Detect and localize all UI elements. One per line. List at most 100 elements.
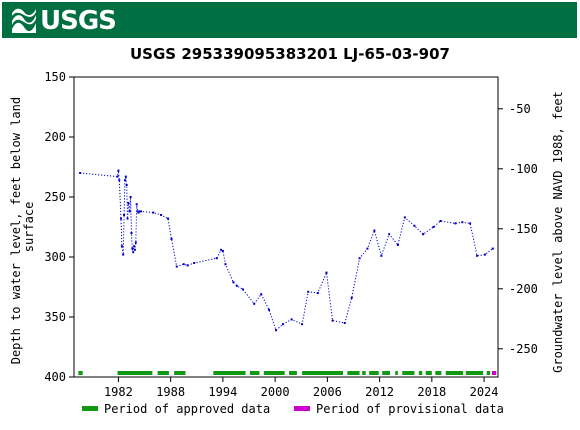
x-tick-label: 2012 [365,385,394,399]
legend: Period of approved data Period of provis… [82,402,504,416]
right-y-tick-label: -100 [509,162,538,176]
right-axis-label: Groundwater level above NAVD 1988, feet [551,91,565,373]
data-point [253,302,256,305]
data-point [307,290,310,293]
data-point [138,210,141,213]
data-point [491,247,494,250]
chart-title: USGS 295339095383201 LJ-65-03-907 [130,45,450,63]
data-point [380,254,383,257]
data-point [167,217,170,220]
data-point [358,257,361,260]
data-point [325,271,328,274]
right-y-tick-label: -200 [509,282,538,296]
data-point [120,217,123,220]
approved-period-bar [445,371,464,375]
data-point [469,222,472,225]
usgs-logo[interactable]: USGS [10,7,117,35]
approved-period-bar [213,371,246,375]
data-point [221,250,224,252]
legend-approved-swatch [82,406,98,411]
data-point [439,220,442,222]
x-axis: 1982 1988 1994 2000 2006 2012 2018 2024 [104,377,499,399]
data-point [126,217,129,220]
x-tick-label: 2006 [313,385,342,399]
data-point [175,265,178,268]
data-point [403,216,406,219]
left-y-tick-label: 350 [44,310,66,324]
approved-period-bar [486,371,491,375]
left-axis-label: Depth to water level, feet below land su… [9,90,36,365]
data-point [422,233,425,236]
x-tick-label: 2018 [417,385,446,399]
data-point [343,322,346,324]
left-y-tick-label: 200 [44,130,66,144]
data-point [290,318,293,321]
data-point [224,263,227,266]
data-point [396,244,399,246]
data-point [128,210,131,213]
approved-period-bar [402,371,415,375]
data-point [160,214,163,216]
data-point [483,253,486,256]
data-point [220,248,223,251]
approved-period-bar [395,371,398,375]
data-point [281,323,284,326]
approved-period-bar [418,371,423,375]
data-point [152,211,155,214]
approved-period-bar [435,371,442,375]
usgs-banner: USGS [2,2,577,38]
left-y-tick-label: 150 [44,70,66,84]
right-y-axis: -50 -100 -150 -200 -250 [498,102,538,356]
data-point [461,221,464,224]
left-y-tick-label: 300 [44,250,66,264]
legend-approved-label: Period of approved data [104,402,270,416]
data-point [132,251,135,254]
data-point [125,184,128,186]
data-point [413,224,416,227]
data-point [350,296,353,299]
x-tick-label: 1994 [208,385,237,399]
approved-period-bar [425,371,432,375]
approved-period-bar [78,371,83,375]
data-point [123,179,126,182]
left-y-tick-label: 250 [44,190,66,204]
approved-period-bar [465,371,484,375]
approved-period-bar [249,371,260,375]
data-point [215,257,218,260]
data-point [316,292,319,294]
x-tick-label: 2000 [261,385,290,399]
data-point [116,175,119,178]
usgs-wave-icon [12,8,36,33]
data-point [274,329,277,332]
data-point [260,293,263,296]
data-point [135,203,138,206]
data-point [454,222,457,225]
approved-period-bar [369,371,379,375]
series-points [79,169,494,332]
approved-period-bar [362,371,366,375]
data-point [122,253,125,256]
data-point [129,196,132,198]
data-point [127,202,130,204]
x-tick-label: 1982 [104,385,133,399]
data-point [388,233,391,236]
approved-period-bar [157,371,169,375]
series-line [80,170,494,332]
data-point [301,323,304,326]
approved-period-bar [263,371,285,375]
data-point [170,238,173,240]
data-point [186,264,189,267]
water-level-line [80,170,494,332]
data-point [232,281,235,284]
data-point [133,245,136,248]
left-axis-label-line-2: surface [22,202,36,253]
right-y-tick-label: -50 [509,102,531,116]
data-point [131,247,134,250]
right-y-tick-label: -150 [509,222,538,236]
data-point [118,179,121,182]
data-point [133,248,136,251]
x-tick-label: 1988 [156,385,185,399]
left-axis-label-line-1: Depth to water level, feet below land [9,97,23,364]
approved-period-bar [289,371,297,375]
left-y-axis: 150 200 250 300 350 400 [44,70,74,384]
